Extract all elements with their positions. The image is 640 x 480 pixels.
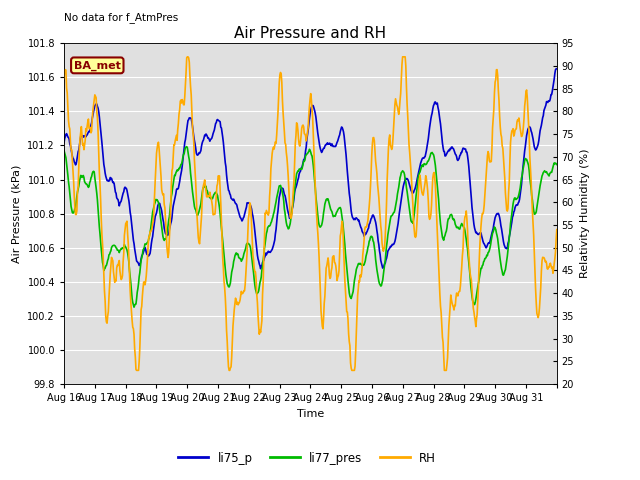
- li77_pres: [183, 144, 191, 149]
- li77_pres: [234, 252, 242, 258]
- Line: RH: RH: [64, 57, 557, 371]
- RH: [118, 276, 125, 281]
- li75_p: [553, 66, 561, 72]
- RH: [362, 224, 370, 230]
- li77_pres: [253, 291, 260, 297]
- li75_p: [552, 66, 560, 72]
- Text: BA_met: BA_met: [74, 60, 121, 71]
- RH: [553, 227, 561, 232]
- li77_pres: [130, 304, 138, 310]
- RH: [234, 302, 242, 308]
- li77_pres: [390, 210, 397, 216]
- X-axis label: Time: Time: [297, 408, 324, 419]
- RH: [60, 76, 68, 82]
- Text: No data for f_AtmPres: No data for f_AtmPres: [64, 12, 179, 23]
- li75_p: [209, 133, 216, 139]
- li77_pres: [362, 253, 370, 259]
- Line: li77_pres: li77_pres: [64, 146, 557, 307]
- li77_pres: [210, 192, 218, 198]
- RH: [132, 368, 140, 373]
- RH: [184, 54, 191, 60]
- li75_p: [389, 241, 397, 247]
- li75_p: [362, 230, 369, 236]
- li75_p: [233, 202, 241, 208]
- Title: Air Pressure and RH: Air Pressure and RH: [234, 25, 387, 41]
- li75_p: [257, 266, 264, 272]
- li75_p: [118, 195, 125, 201]
- RH: [390, 125, 397, 131]
- li75_p: [60, 140, 68, 146]
- Line: li75_p: li75_p: [64, 69, 557, 269]
- li77_pres: [60, 147, 68, 153]
- Legend: li75_p, li77_pres, RH: li75_p, li77_pres, RH: [174, 447, 440, 469]
- RH: [253, 291, 260, 297]
- li77_pres: [553, 162, 561, 168]
- RH: [210, 212, 218, 217]
- Y-axis label: Relativity Humidity (%): Relativity Humidity (%): [580, 149, 589, 278]
- li75_p: [252, 233, 259, 239]
- li77_pres: [118, 246, 125, 252]
- Y-axis label: Air Pressure (kPa): Air Pressure (kPa): [12, 165, 22, 263]
